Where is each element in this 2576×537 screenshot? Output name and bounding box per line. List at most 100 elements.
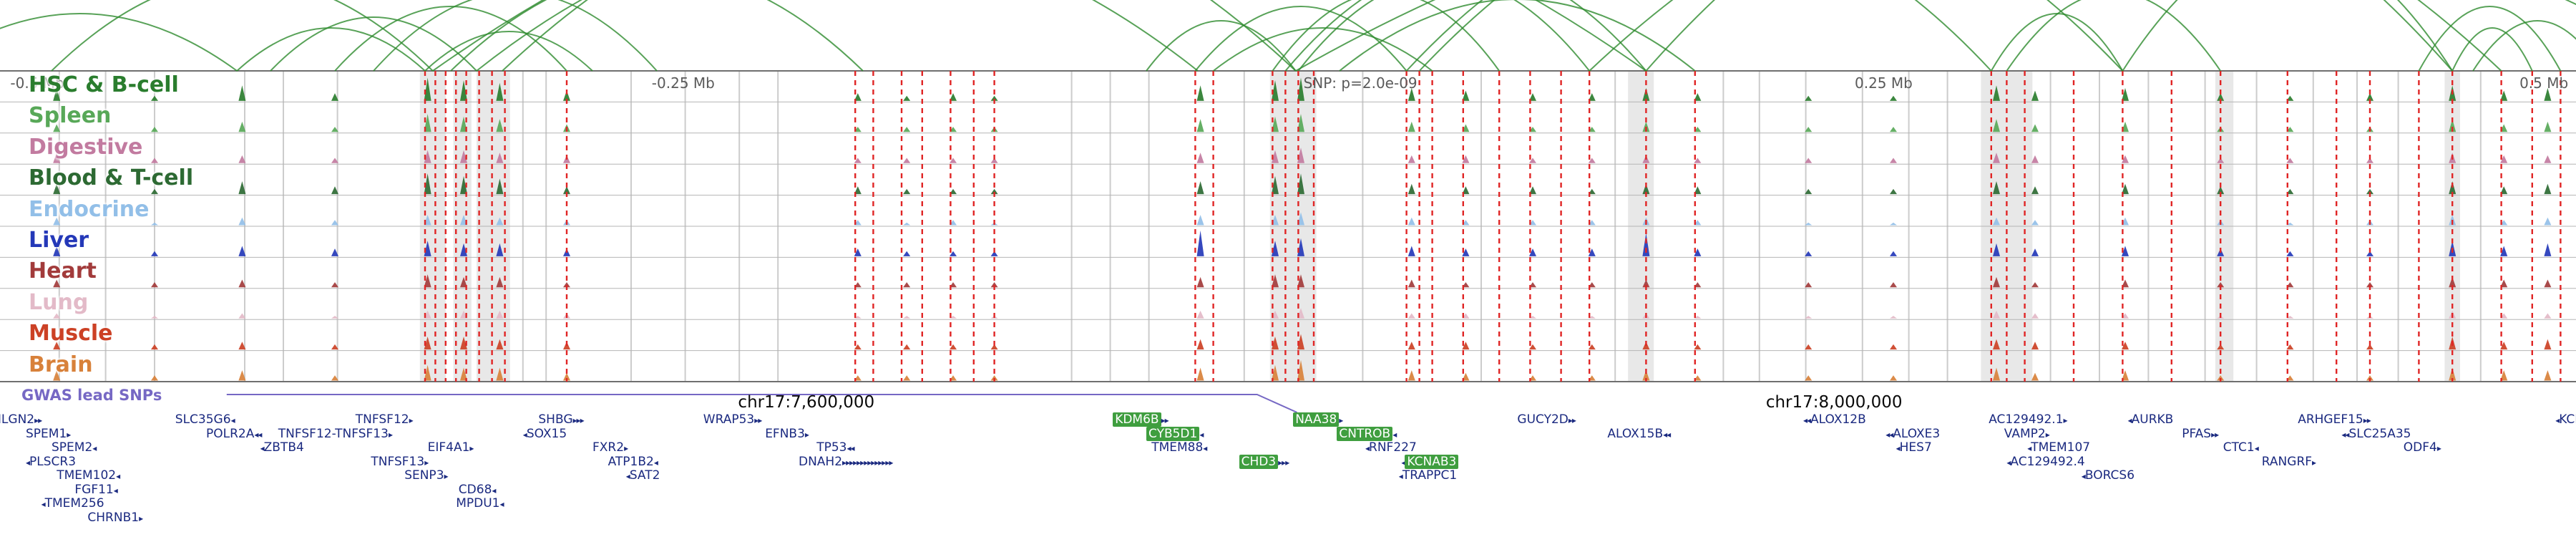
strand-arrow-icons: ▸ [67, 429, 71, 440]
interaction-arc [1295, 0, 2576, 72]
gene-name: CNTROB [1337, 426, 1393, 441]
interaction-arc [236, 27, 426, 72]
gene-name: CHD3 [1239, 454, 1279, 469]
gene-name: TNFSF13 [371, 454, 425, 469]
gene-label-wrap53: WRAP53▸▸ [703, 414, 763, 426]
gene-name: TRAPPC1 [1402, 468, 1458, 483]
gene-name: SENP3 [404, 468, 444, 483]
strand-arrow-icons: ◂◂ [847, 443, 854, 453]
gene-label-tmem102: TMEM102◂ [57, 468, 120, 483]
interaction-arc [450, 0, 864, 72]
gene-name: ATP1B2 [608, 454, 654, 469]
strand-arrow-icons: ◂ [1896, 443, 1901, 453]
gene-name: SAT2 [629, 468, 660, 483]
interaction-arc [1212, 27, 1433, 72]
gene-label-cntrob: CNTROB ◂ [1337, 426, 1397, 441]
gene-name: TMEM256 [44, 496, 104, 511]
ruler-label: -0.25 Mb [651, 74, 715, 92]
gene-name: SLC35G6 [175, 412, 231, 427]
gene-name: KCN [2559, 412, 2576, 427]
gene-name: PFAS [2182, 426, 2212, 441]
gene-label-trappc1: ◂TRAPPC1 [1399, 470, 1457, 482]
gene-label-ac129492-4: ◂AC129492.4 [2006, 455, 2084, 468]
interaction-arc [1194, 6, 1407, 72]
gene-name: RNF227 [1369, 440, 1417, 455]
interaction-arc [1339, 0, 1696, 72]
signal-track-muscle [53, 334, 2552, 350]
gene-label-chd3: CHD3 ▸▸▸ [1239, 454, 1289, 469]
gene-label-spem2: SPEM2◂ [52, 442, 97, 454]
gene-label-ctc1: CTC1◂ [2223, 442, 2259, 454]
strand-arrow-icons: ◂ [499, 499, 504, 509]
gene-name: KCNAB3 [1405, 454, 1459, 469]
interaction-arc [51, 0, 434, 72]
gene-label-senp3: SENP3▸ [404, 468, 448, 483]
strand-arrow-icons: ▸▸▸ [572, 415, 585, 425]
strand-arrow-icons: ◂ [1392, 429, 1397, 440]
signal-track-digestive [53, 147, 2552, 163]
strand-arrow-icons: ◂ [2006, 457, 2011, 468]
interaction-arc [2006, 0, 2222, 72]
gene-name: KDM6B [1113, 412, 1161, 427]
strand-arrow-icons: ▸ [424, 457, 429, 468]
gene-name: POLR2A [206, 426, 255, 441]
strand-arrow-icons: ▸▸▸ [1278, 457, 1289, 468]
strand-arrow-icons: ◂ [2254, 443, 2259, 453]
strand-arrow-icons: ▸ [2045, 429, 2050, 440]
track-label-digestive: Digestive [29, 134, 143, 160]
signal-track-endocrine [53, 212, 2552, 226]
strand-arrow-icons: ▸▸ [2363, 415, 2371, 425]
gene-name: EFNB3 [765, 426, 805, 441]
gene-label-fgf11: FGF11◂ [74, 483, 117, 496]
gene-label-tmem256: ◂TMEM256 [42, 498, 104, 510]
gene-name: TMEM102 [57, 468, 117, 483]
gene-name: SLC25A35 [2348, 426, 2411, 441]
gene-name: ALOX15B [1607, 426, 1664, 441]
track-label-brain: Brain [29, 352, 93, 377]
gene-label-fxr2: FXR2▸ [592, 442, 628, 454]
interaction-arc [2451, 27, 2533, 72]
signal-track-brain [53, 359, 2552, 381]
track-label-spleen: Spleen [29, 103, 112, 129]
gene-label-shbg: SHBG▸▸▸ [538, 414, 585, 426]
strand-arrow-icons: ◂ [1199, 429, 1204, 440]
gene-label-kcn: ◂KCN [2555, 414, 2576, 426]
ruler-label: 0.5 Mb [2519, 74, 2569, 92]
gene-name: MPDU1 [456, 496, 500, 511]
gene-label-atp1b2: ATP1B2◂ [608, 454, 658, 469]
gene-label-aloxe3: ◂◂ALOXE3 [1885, 427, 1940, 440]
strand-arrow-icons: ▸▸ [1568, 415, 1576, 425]
gene-label-polr2a: POLR2A◂◂ [206, 426, 262, 441]
gene-label-sox15: ◂SOX15 [523, 427, 567, 440]
gene-label-rnf227: ◂RNF227 [1365, 442, 1417, 454]
gene-name: TMEM107 [2031, 440, 2091, 455]
strand-arrow-icons: ▸▸ [1161, 415, 1169, 425]
strand-arrow-icons: ◂ [2555, 415, 2560, 425]
strand-arrow-icons: ◂ [260, 443, 265, 453]
gene-label-tmem88: TMEM88◂ [1151, 442, 1207, 454]
interaction-arc [270, 16, 477, 72]
gene-label-sat2: ◂SAT2 [626, 470, 660, 482]
gene-label-cd68: CD68◂ [459, 483, 497, 496]
track-label-blood-t-cell: Blood & T-cell [29, 165, 194, 191]
gene-name: BORCS6 [2084, 468, 2135, 483]
strand-arrow-icons: ▸▸ [2211, 429, 2219, 440]
gene-name: GUCY2D [1517, 412, 1568, 427]
strand-arrow-icons: ▸▸▸▸▸▸▸▸▸▸▸▸▸▸ [842, 457, 893, 468]
gene-label-alox15b: ALOX15B◂◂ [1607, 426, 1671, 441]
gene-name: PLSCR3 [29, 454, 77, 469]
strand-arrow-icons: ◂ [2081, 471, 2086, 481]
gene-label-plscr3: ◂PLSCR3 [26, 454, 77, 469]
strand-arrow-icons: ◂ [26, 457, 30, 468]
gwas-pointer-line [226, 394, 1298, 413]
gene-label-aurkb: ◂AURKB [2128, 414, 2174, 426]
gene-name: AURKB [2131, 412, 2174, 427]
strand-arrow-icons: ◂ [230, 415, 235, 425]
strand-arrow-icons: ◂ [1203, 443, 1207, 453]
strand-arrow-icons: ▸ [469, 443, 474, 453]
signal-track-lung [53, 308, 2552, 319]
gene-label-vamp2: VAMP2▸ [2004, 427, 2050, 440]
interaction-arc [424, 31, 593, 72]
interaction-arc [334, 6, 567, 72]
